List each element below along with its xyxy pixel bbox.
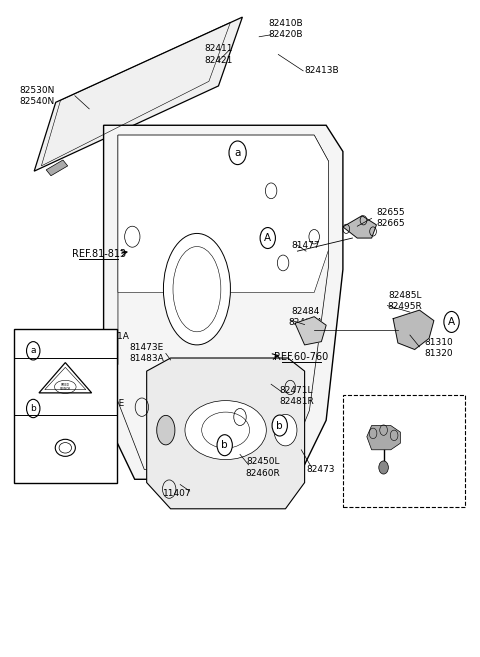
Text: A: A	[264, 233, 271, 243]
Text: 96111A: 96111A	[94, 332, 129, 341]
Text: 82450L
82460R: 82450L 82460R	[246, 457, 280, 478]
Polygon shape	[34, 17, 242, 171]
Circle shape	[272, 415, 288, 436]
Circle shape	[274, 415, 297, 446]
Text: b: b	[30, 404, 36, 413]
Polygon shape	[46, 160, 68, 175]
Circle shape	[260, 227, 276, 248]
Text: b: b	[221, 440, 228, 450]
Text: 82655
82665: 82655 82665	[376, 208, 405, 229]
Text: 82471L
82481R: 82471L 82481R	[279, 386, 314, 406]
Circle shape	[444, 311, 459, 332]
Ellipse shape	[185, 401, 266, 460]
Text: b: b	[53, 399, 59, 409]
Text: 82530N
82540N: 82530N 82540N	[19, 85, 54, 106]
Text: a: a	[53, 331, 59, 342]
Text: REF.81-813: REF.81-813	[72, 249, 126, 259]
Polygon shape	[343, 215, 376, 238]
Text: a: a	[31, 346, 36, 355]
Text: 81477: 81477	[292, 241, 320, 250]
Text: FR.: FR.	[14, 348, 37, 361]
Polygon shape	[84, 125, 343, 480]
Text: 82411
82421: 82411 82421	[204, 45, 233, 64]
Polygon shape	[118, 135, 328, 292]
Polygon shape	[393, 310, 434, 350]
Text: 1731JE: 1731JE	[94, 399, 125, 409]
Text: 82484
82494A: 82484 82494A	[289, 307, 324, 327]
Polygon shape	[147, 358, 305, 509]
Ellipse shape	[157, 415, 175, 445]
Text: 11407: 11407	[163, 489, 191, 498]
Text: (SAFETY): (SAFETY)	[366, 406, 406, 415]
Polygon shape	[295, 317, 326, 345]
Polygon shape	[39, 363, 92, 393]
Ellipse shape	[163, 233, 230, 345]
Text: 81310
81320: 81310 81320	[424, 338, 453, 358]
Circle shape	[26, 342, 40, 360]
Circle shape	[217, 435, 232, 456]
Text: SPEED
SENSOR: SPEED SENSOR	[60, 382, 71, 391]
Text: A: A	[448, 317, 455, 327]
Text: 82485L
82495R: 82485L 82495R	[388, 291, 422, 311]
Text: b: b	[276, 420, 283, 430]
Text: 81473E
81483A: 81473E 81483A	[129, 344, 164, 363]
Bar	[14, 328, 117, 483]
Text: a: a	[234, 148, 241, 158]
Text: 82410B
82420B: 82410B 82420B	[268, 19, 303, 39]
Text: REF.60-760: REF.60-760	[274, 351, 328, 362]
Text: 82450L
82460R: 82450L 82460R	[369, 477, 403, 497]
Text: 82473: 82473	[306, 465, 335, 474]
Circle shape	[229, 141, 246, 165]
Circle shape	[26, 399, 40, 418]
Bar	[343, 396, 465, 507]
Circle shape	[379, 461, 388, 474]
Polygon shape	[367, 426, 400, 450]
Text: 82413B: 82413B	[305, 66, 339, 76]
